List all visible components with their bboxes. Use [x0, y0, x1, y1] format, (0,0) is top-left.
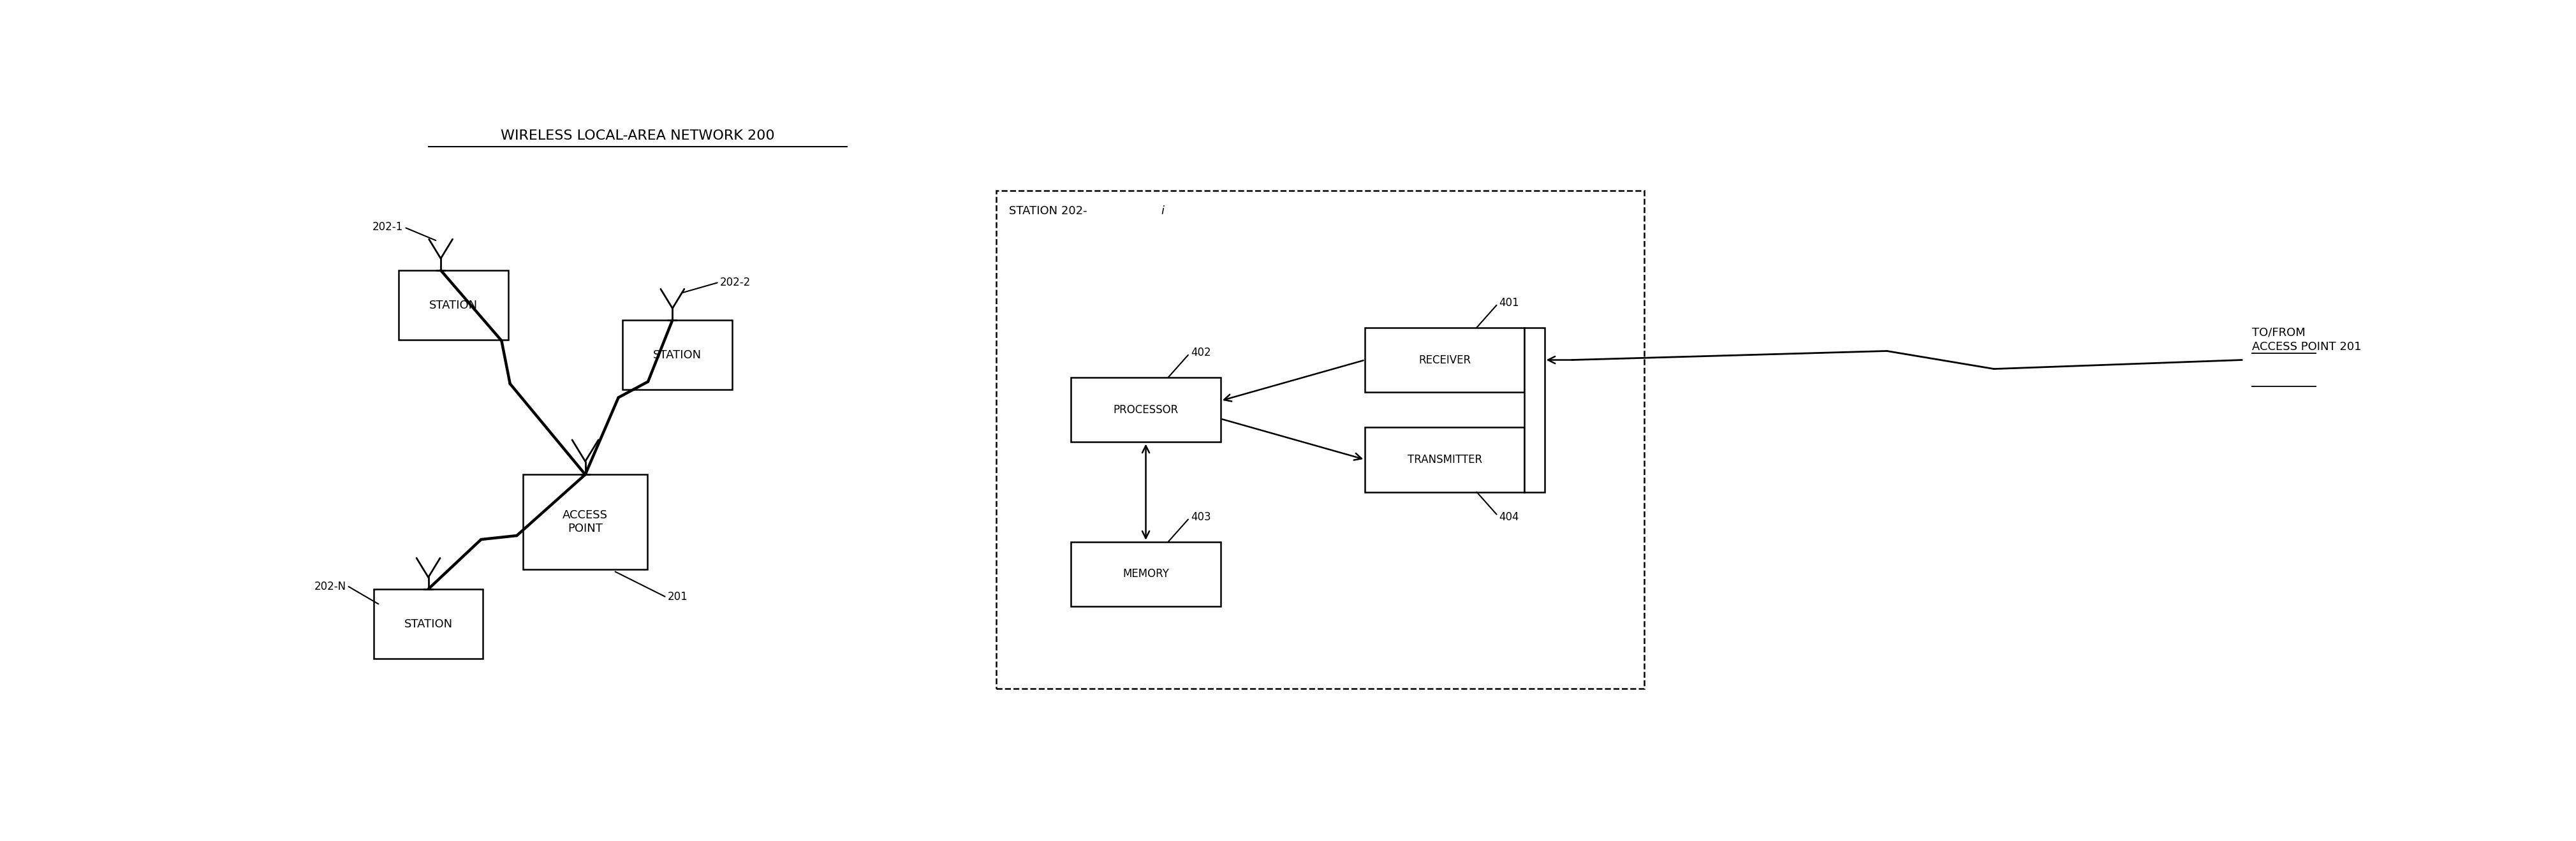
Text: 402: 402 [1190, 346, 1211, 358]
Text: STATION 202-: STATION 202- [1010, 205, 1087, 217]
Bar [374, 589, 484, 659]
Bar [1072, 542, 1221, 606]
Text: 401: 401 [1499, 297, 1520, 309]
Bar [1365, 427, 1525, 492]
Text: STATION: STATION [654, 349, 701, 361]
Text: 202-N: 202-N [314, 581, 345, 592]
Bar [523, 474, 647, 569]
Text: TO/FROM
ACCESS POINT 201: TO/FROM ACCESS POINT 201 [2251, 327, 2362, 352]
Text: PROCESSOR: PROCESSOR [1113, 404, 1177, 415]
Text: STATION: STATION [404, 618, 453, 630]
Bar [399, 270, 507, 340]
Text: STATION: STATION [430, 299, 477, 311]
Bar [1365, 327, 1525, 392]
Text: RECEIVER: RECEIVER [1419, 354, 1471, 366]
Text: TRANSMITTER: TRANSMITTER [1406, 454, 1481, 465]
Text: 201: 201 [667, 591, 688, 602]
Text: 202-2: 202-2 [719, 277, 750, 288]
Bar [623, 320, 732, 390]
Bar [1525, 327, 1546, 492]
Text: MEMORY: MEMORY [1123, 569, 1170, 580]
Text: 403: 403 [1190, 511, 1211, 522]
Bar [1072, 378, 1221, 442]
Text: 202-1: 202-1 [374, 221, 404, 233]
Text: ACCESS
POINT: ACCESS POINT [562, 510, 608, 534]
Text: 404: 404 [1499, 511, 1520, 522]
Bar [997, 191, 1643, 689]
Text: WIRELESS LOCAL-AREA NETWORK 200: WIRELESS LOCAL-AREA NETWORK 200 [500, 130, 775, 142]
Text: i: i [1162, 205, 1164, 217]
